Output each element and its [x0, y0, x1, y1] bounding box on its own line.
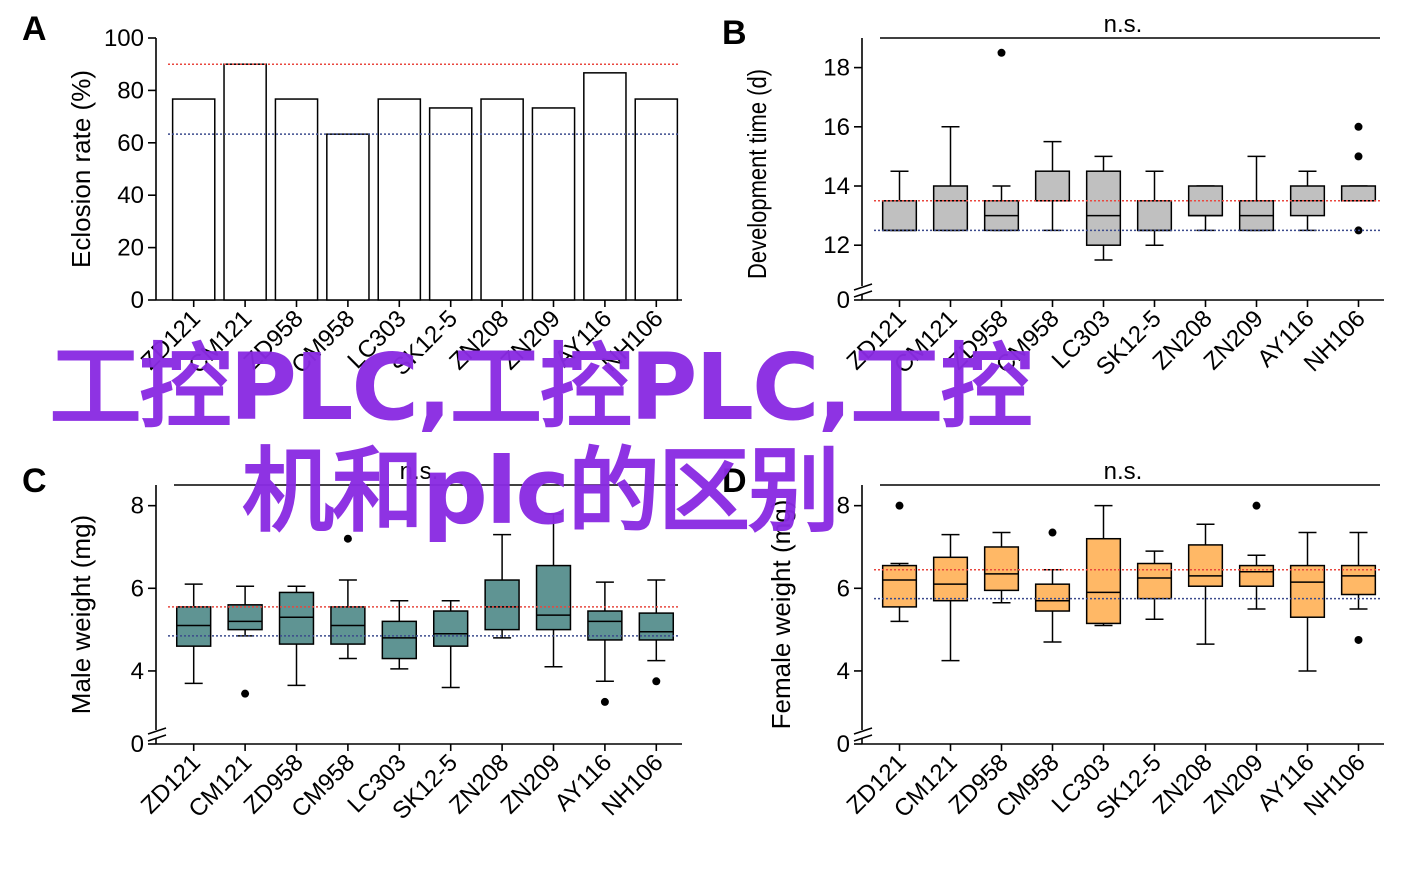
y-tick-label: 100	[104, 25, 144, 52]
y-tick-label: 14	[823, 173, 850, 200]
y-tick-label: 0	[131, 287, 144, 314]
y-axis-title: Female weight (mg)	[766, 500, 796, 730]
y-tick-label: 4	[837, 658, 850, 685]
box	[1187, 544, 1224, 587]
box	[1085, 170, 1122, 246]
box	[1289, 564, 1326, 618]
outlier-point	[241, 689, 250, 698]
bar	[171, 98, 216, 301]
box	[1187, 185, 1224, 217]
outlier-point	[1354, 152, 1363, 161]
bar	[428, 107, 473, 301]
box	[983, 546, 1020, 592]
box	[881, 564, 918, 608]
box	[381, 620, 418, 660]
y-axis-title: Male weight (mg)	[66, 515, 96, 714]
y-tick-label: 0	[837, 731, 850, 758]
box	[881, 200, 918, 232]
x-tick-label: ZN209	[1199, 749, 1269, 819]
y-tick-label: 0	[131, 731, 144, 758]
y-tick-label: 0	[837, 287, 850, 314]
significance-label: n.s.	[400, 458, 439, 485]
y-tick-label: 6	[131, 575, 144, 602]
y-tick-label: 16	[823, 114, 850, 141]
y-tick-label: 6	[837, 575, 850, 602]
outlier-point	[600, 697, 609, 706]
y-tick-label: 60	[117, 130, 144, 157]
bar	[377, 98, 422, 301]
box	[535, 564, 572, 631]
axis-break-mark	[853, 290, 873, 298]
box	[175, 606, 212, 647]
bar	[634, 98, 679, 301]
y-tick-label: 40	[117, 182, 144, 209]
y-tick-label: 4	[131, 658, 144, 685]
axis-break-mark	[853, 283, 873, 291]
bar	[326, 133, 370, 301]
outlier-point	[652, 677, 661, 686]
box	[932, 185, 969, 232]
bar	[531, 107, 576, 301]
y-tick-label: 8	[131, 493, 144, 520]
bar	[223, 63, 267, 301]
y-tick-label: 8	[837, 493, 850, 520]
bar	[274, 98, 319, 301]
box	[1340, 185, 1377, 202]
axis-break-mark	[147, 734, 167, 742]
panel-letter-c: C	[22, 462, 47, 500]
outlier-point	[1252, 501, 1261, 510]
significance-label: n.s.	[1104, 458, 1143, 485]
x-tick-label: ZN209	[496, 305, 566, 375]
axis-break-mark	[147, 727, 167, 735]
panel-letter-a: A	[22, 10, 47, 48]
outlier-point	[343, 534, 352, 543]
y-axis-title: Eclosion rate (%)	[66, 70, 96, 268]
panel-letter-b: B	[722, 14, 747, 52]
box	[484, 579, 520, 631]
y-tick-label: 80	[117, 77, 144, 104]
box	[1136, 200, 1173, 232]
outlier-point	[997, 48, 1006, 57]
bar	[480, 98, 524, 301]
box	[1085, 537, 1122, 625]
significance-label: n.s.	[1104, 11, 1143, 38]
panel-letter-d: D	[722, 462, 747, 500]
y-tick-label: 12	[823, 232, 850, 259]
box	[1238, 564, 1275, 587]
y-tick-label: 20	[117, 235, 144, 262]
axis-break-mark	[853, 727, 873, 735]
box	[432, 610, 469, 647]
axis-break-mark	[853, 734, 873, 742]
y-tick-label: 18	[823, 55, 850, 82]
box	[1136, 562, 1173, 600]
y-axis-title: Development time (d)	[742, 69, 772, 279]
box	[1034, 583, 1071, 612]
outlier-point	[895, 501, 904, 510]
box	[227, 604, 263, 631]
outlier-point	[1048, 528, 1057, 537]
outlier-point	[1354, 635, 1363, 644]
box	[932, 556, 969, 602]
box	[1034, 170, 1071, 202]
x-tick-label: ZN209	[496, 749, 566, 819]
bar	[583, 72, 627, 301]
outlier-point	[1354, 122, 1363, 131]
x-tick-label: ZN209	[1199, 305, 1269, 375]
